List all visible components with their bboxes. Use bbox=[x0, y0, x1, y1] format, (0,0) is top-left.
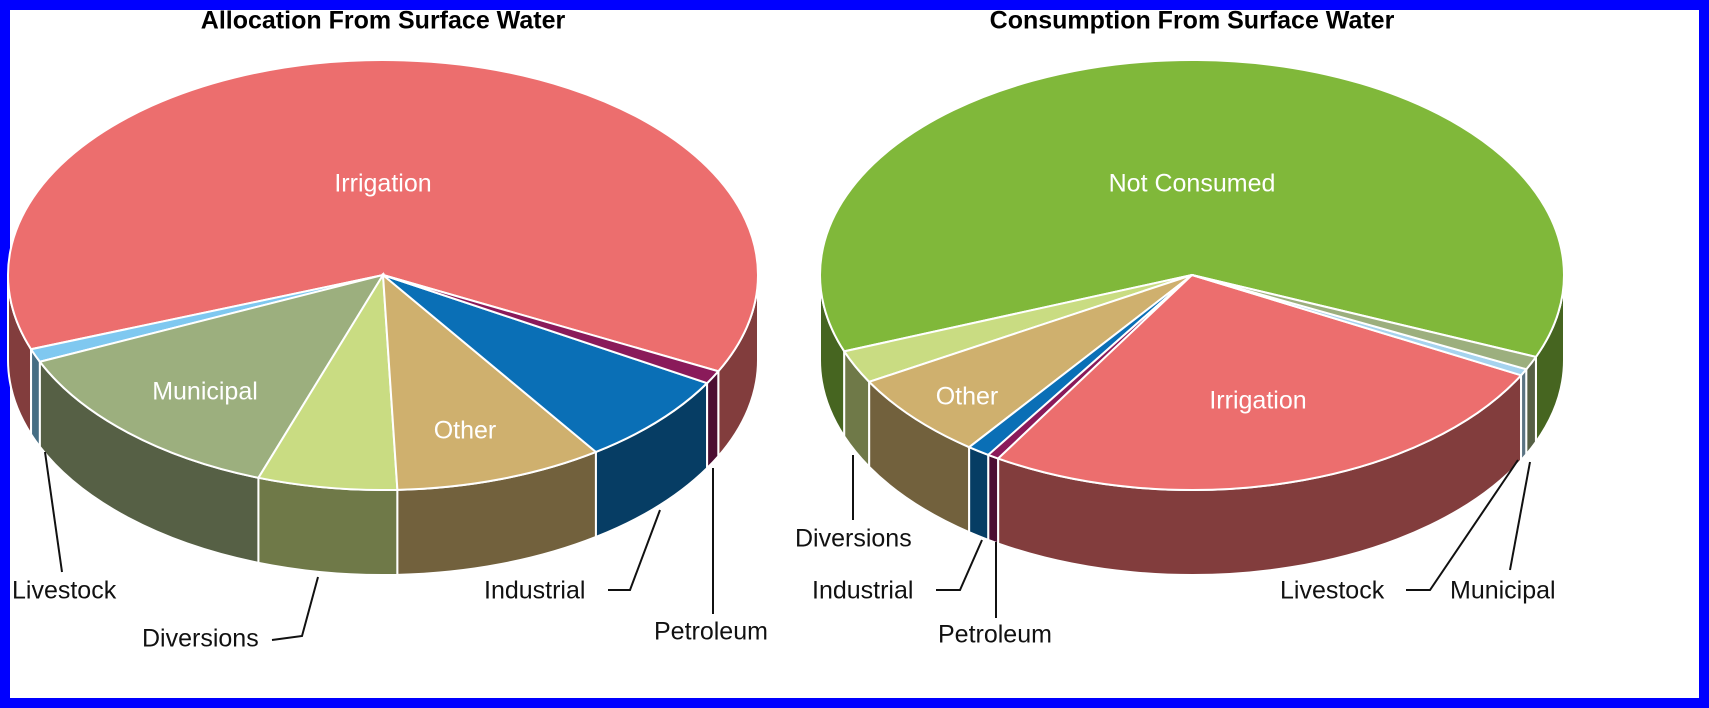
pie-side bbox=[987, 453, 1000, 545]
leader-line bbox=[936, 539, 983, 591]
slice-label: Livestock bbox=[1280, 577, 1385, 605]
pie-slice bbox=[996, 273, 1523, 491]
pie-side bbox=[1525, 353, 1537, 457]
slice-label: Not Consumed bbox=[1109, 170, 1276, 198]
chart-title: Consumption From Surface Water bbox=[990, 7, 1395, 35]
pie-slice bbox=[7, 59, 759, 373]
pie-slice bbox=[867, 274, 1193, 449]
slice-label: Industrial bbox=[484, 577, 585, 605]
pie-slice bbox=[38, 273, 386, 479]
slice-label: Petroleum bbox=[938, 621, 1052, 649]
pie-side bbox=[706, 368, 720, 471]
chart-title: Allocation From Surface Water bbox=[201, 7, 566, 35]
slice-label: Other bbox=[936, 383, 999, 411]
pie-slice bbox=[381, 272, 598, 491]
slice-label: Municipal bbox=[152, 378, 258, 406]
pie-side bbox=[257, 476, 399, 576]
pie-side bbox=[30, 345, 41, 450]
slice-label: Industrial bbox=[812, 577, 913, 605]
pie-slice bbox=[819, 59, 1565, 359]
leader-line bbox=[1406, 459, 1519, 591]
slice-label: Municipal bbox=[1450, 577, 1556, 605]
pie-slice bbox=[256, 271, 399, 491]
slice-label: Diversions bbox=[795, 525, 912, 553]
pie-slice bbox=[382, 274, 709, 454]
pie-side bbox=[968, 445, 990, 542]
leader-line bbox=[271, 576, 319, 641]
slice-label: Petroleum bbox=[654, 618, 768, 646]
pie-slice bbox=[1191, 274, 1538, 371]
leader-line bbox=[44, 451, 63, 573]
slice-label: Livestock bbox=[12, 577, 117, 605]
slice-label: Irrigation bbox=[1209, 387, 1306, 415]
leader-line bbox=[1509, 461, 1531, 571]
slice-label: Other bbox=[434, 417, 497, 445]
pie-slice bbox=[382, 274, 721, 385]
slice-label: Irrigation bbox=[334, 170, 431, 198]
slice-label: Diversions bbox=[142, 625, 259, 653]
leader-line bbox=[608, 509, 661, 591]
